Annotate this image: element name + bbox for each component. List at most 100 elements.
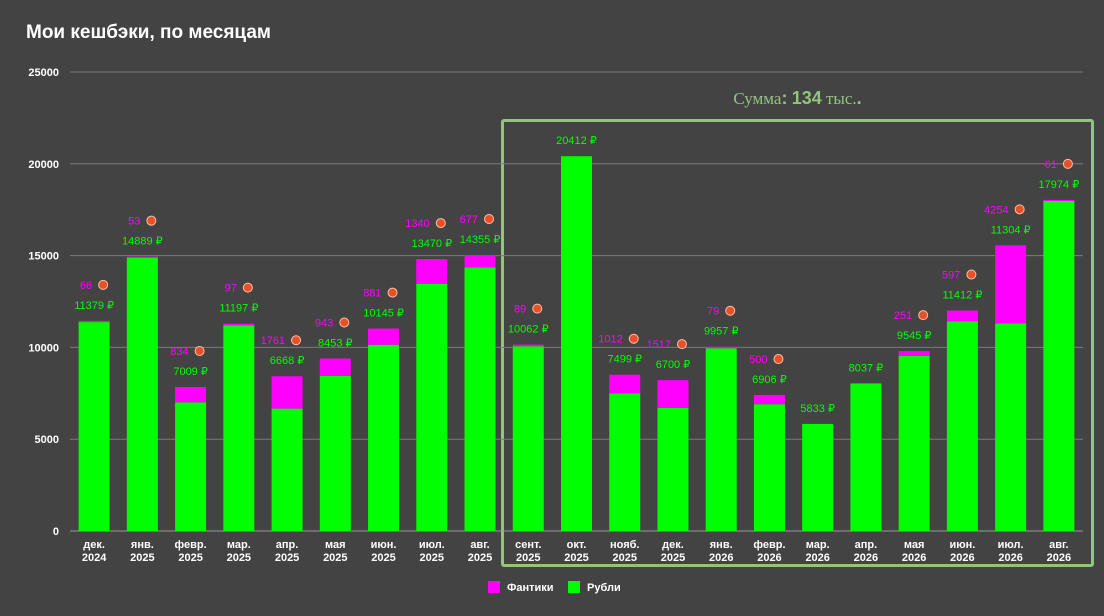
x-tick-label: 2026 (805, 552, 829, 564)
x-tick-label: февр. (753, 539, 785, 551)
sum-suffix: тыс. (826, 89, 857, 108)
coin-icon (676, 339, 687, 350)
x-tick-label: дек. (83, 539, 105, 551)
x-tick-label: 2026 (902, 552, 926, 564)
x-tick-label: 2025 (420, 552, 444, 564)
x-tick-label: 2025 (178, 552, 202, 564)
legend-swatch-rubles (568, 581, 580, 593)
data-label-rubles: 13470 ₽ (411, 238, 452, 250)
bar-fantiki (223, 323, 255, 326)
bar-rubles (1043, 200, 1075, 531)
x-tick-label: 2025 (516, 552, 540, 564)
sum-annotation: Сумма: 134 тыс.. (733, 88, 862, 108)
coin-icon (98, 279, 109, 290)
x-tick-label: 2025 (323, 552, 347, 564)
x-tick-label: июл. (998, 539, 1024, 551)
x-tick-label: 2025 (612, 552, 636, 564)
data-label-fantiki: 943 (315, 317, 333, 329)
x-tick-label: апр. (276, 539, 299, 551)
data-label-rubles: 9957 ₽ (704, 326, 739, 338)
data-label-rubles: 10062 ₽ (508, 324, 549, 336)
data-label-fantiki: 97 (225, 283, 237, 295)
x-tick-label: 2024 (82, 552, 107, 564)
coin-icon (1062, 158, 1073, 169)
coin-icon (146, 215, 157, 226)
x-tick-label: 2025 (227, 552, 251, 564)
data-label-fantiki: 1761 (261, 335, 285, 347)
data-label-rubles: 6668 ₽ (270, 355, 305, 367)
bar-fantiki (609, 374, 641, 394)
x-tick-label: 2026 (950, 552, 974, 564)
data-label-rubles: 5833 ₽ (800, 403, 835, 415)
legend-label-fantiki: Фантики (507, 582, 554, 594)
bar-rubles (78, 322, 110, 531)
sum-colon: : (781, 88, 788, 108)
bar-fantiki (657, 380, 689, 408)
x-tick-label: 2026 (998, 552, 1022, 564)
x-tick-label: 2026 (1047, 552, 1071, 564)
x-tick-label: сент. (515, 539, 541, 551)
data-label-rubles: 7499 ₽ (607, 354, 642, 366)
x-tick-label: мар. (227, 539, 251, 551)
x-tick-label: нояб. (610, 539, 640, 551)
bar-fantiki (175, 387, 207, 403)
bar-rubles (753, 404, 785, 531)
bar-rubles (657, 407, 689, 531)
x-tick-label: апр. (855, 539, 878, 551)
x-tick-label: 2026 (709, 552, 733, 564)
coin-icon (387, 287, 398, 298)
bar-fantiki (464, 255, 496, 268)
coin-icon (725, 305, 736, 316)
x-tick-label: окт. (567, 539, 587, 551)
data-label-fantiki: 53 (128, 216, 140, 228)
data-label-fantiki: 89 (514, 304, 526, 316)
data-label-rubles: 14889 ₽ (122, 236, 163, 248)
sum-prefix: Сумма (733, 89, 782, 108)
data-label-fantiki: 1517 (646, 339, 670, 351)
bar-fantiki (995, 245, 1027, 324)
bar-fantiki (946, 310, 978, 322)
data-label-fantiki: 597 (942, 270, 960, 282)
data-label-rubles: 8453 ₽ (318, 337, 353, 349)
data-label-rubles: 11412 ₽ (942, 290, 982, 302)
bar-rubles (705, 348, 737, 531)
data-label-fantiki: 251 (894, 310, 912, 322)
bar-fantiki (512, 344, 544, 347)
data-label-fantiki: 79 (707, 306, 719, 318)
sum-value: 134 (791, 88, 822, 108)
data-label-rubles: 11197 ₽ (219, 303, 258, 315)
bar-rubles (464, 267, 496, 531)
bar-rubles (416, 283, 448, 531)
coin-icon (966, 269, 977, 280)
coin-icon (194, 346, 205, 357)
coin-icon (628, 333, 639, 344)
x-tick-label: дек. (662, 539, 684, 551)
legend-label-rubles: Рубли (587, 582, 621, 594)
bar-fantiki (753, 395, 785, 405)
coin-icon (918, 310, 929, 321)
chart-title: Мои кешбэки, по месяцам (26, 22, 271, 43)
bar-fantiki (898, 351, 930, 356)
x-tick-label: 2025 (130, 552, 154, 564)
bar-fantiki (416, 259, 448, 284)
coin-icon (435, 218, 446, 229)
x-tick-label: 2025 (661, 552, 685, 564)
data-label-rubles: 6906 ₽ (752, 374, 787, 386)
bar-fantiki (126, 256, 158, 258)
data-label-rubles: 11304 ₽ (991, 224, 1031, 236)
bar-rubles (898, 355, 930, 531)
bar-rubles (946, 321, 978, 531)
data-label-rubles: 8037 ₽ (849, 362, 884, 374)
bar-rubles (319, 375, 351, 531)
x-tick-label: янв. (710, 539, 733, 551)
y-tick-label: 25000 (28, 67, 59, 79)
x-tick-label: июн. (371, 539, 397, 551)
data-label-rubles: 9545 ₽ (897, 330, 932, 342)
data-label-rubles: 20412 ₽ (556, 135, 597, 147)
bar-rubles (850, 383, 882, 531)
y-tick-label: 20000 (28, 159, 59, 171)
data-label-rubles: 17974 ₽ (1039, 179, 1080, 191)
data-label-rubles: 7009 ₽ (173, 366, 208, 378)
coin-icon (242, 282, 253, 293)
